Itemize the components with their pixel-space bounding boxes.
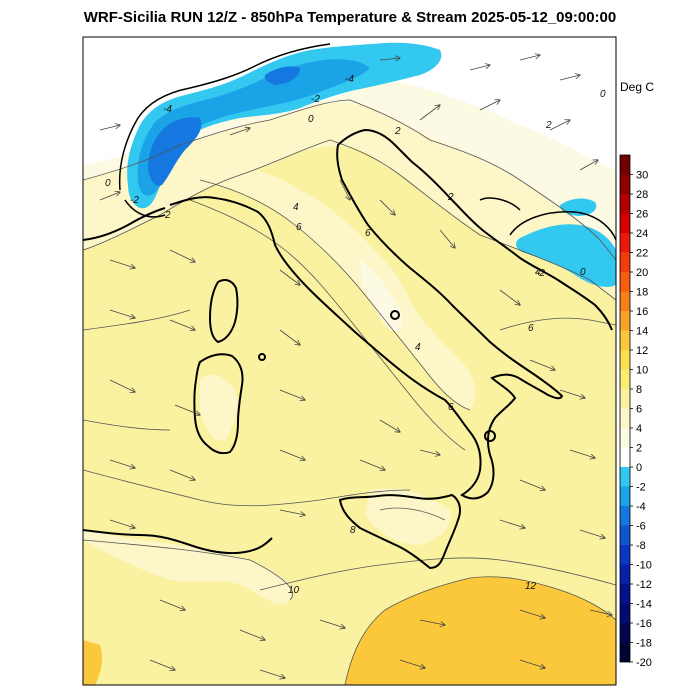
colorbar-label: -8 xyxy=(636,540,646,552)
colorbar-label: 8 xyxy=(636,384,642,396)
contour-label: 4 xyxy=(535,267,541,278)
colorbar-label: -16 xyxy=(636,618,652,630)
coastline-corsica xyxy=(208,279,239,344)
map-title: WRF-Sicilia RUN 12/Z - 850hPa Temperatur… xyxy=(83,9,617,26)
contour-label: -4 xyxy=(345,74,354,85)
warm-zone-south xyxy=(345,576,616,685)
colorbar-label: -6 xyxy=(636,521,646,533)
colorbar-swatch xyxy=(620,506,630,526)
coastline-sardinia xyxy=(193,353,244,455)
contour-label: 6 xyxy=(528,323,534,334)
colorbar-swatch xyxy=(620,330,630,350)
colorbar-label: -12 xyxy=(636,579,652,591)
contour-label: 2 xyxy=(545,120,552,131)
colorbar-swatch xyxy=(620,623,630,643)
colorbar-swatch xyxy=(620,486,630,506)
coastline-sicily xyxy=(338,493,461,570)
colorbar-swatch xyxy=(620,603,630,623)
contour-label: 6 xyxy=(365,228,371,239)
colorbar-swatch xyxy=(620,233,630,253)
contour-label: 10 xyxy=(288,585,300,596)
colorbar-swatch xyxy=(620,564,630,584)
contour-label: 8 xyxy=(350,525,356,536)
contour-label: 0 xyxy=(105,178,111,189)
units-label: Deg C xyxy=(620,80,655,94)
colorbar-swatch xyxy=(620,525,630,545)
colorbar-label: 22 xyxy=(636,248,648,260)
colorbar-swatch xyxy=(620,545,630,565)
colorbar: 302826242220181614121086420-2-4-6-8-10-1… xyxy=(619,154,652,669)
colorbar-swatch xyxy=(620,369,630,389)
colorbar-swatch xyxy=(620,272,630,292)
colorbar-swatch xyxy=(620,350,630,370)
colorbar-label: -2 xyxy=(636,482,646,494)
colorbar-swatch xyxy=(620,194,630,214)
cold-zone-alps xyxy=(127,42,442,209)
contour-label: 4 xyxy=(415,342,421,353)
coastline-italy xyxy=(169,128,564,500)
colorbar-swatch xyxy=(620,428,630,448)
colorbar-label: 20 xyxy=(636,267,648,279)
colorbar-label: -4 xyxy=(636,501,646,513)
contour-label: 0 xyxy=(308,114,314,125)
colorbar-label: -18 xyxy=(636,638,652,650)
colorbar-label: 24 xyxy=(636,228,648,240)
colorbar-label: -20 xyxy=(636,657,652,669)
map-frame xyxy=(82,36,617,686)
contour-label: -4 xyxy=(163,104,172,115)
colorbar-label: 4 xyxy=(636,423,642,435)
colorbar-label: 12 xyxy=(636,345,648,357)
contour-label: -2 xyxy=(536,268,545,279)
colorbar-label: 28 xyxy=(636,189,648,201)
colorbar-swatch xyxy=(620,252,630,272)
colorbar-label: -14 xyxy=(636,599,652,611)
colorbar-label: 0 xyxy=(636,462,642,474)
colorbar-swatch xyxy=(620,311,630,331)
colorbar-label: 30 xyxy=(636,170,648,182)
colorbar-label: 6 xyxy=(636,404,642,416)
contour-label: 2 xyxy=(447,192,454,203)
colorbar-swatch xyxy=(620,155,630,175)
contour-label: 0 xyxy=(600,89,606,100)
colorbar-label: 14 xyxy=(636,326,648,338)
colorbar-swatch xyxy=(620,447,630,467)
colorbar-swatch xyxy=(620,642,630,662)
contour-label: 6 xyxy=(296,222,302,233)
contour-label: 0 xyxy=(580,267,586,278)
contour-label: 2 xyxy=(394,126,401,137)
colorbar-label: 26 xyxy=(636,209,648,221)
colorbar-label: 18 xyxy=(636,287,648,299)
colorbar-swatch xyxy=(620,467,630,487)
colorbar-swatch xyxy=(620,408,630,428)
colorbar-swatch xyxy=(620,584,630,604)
colorbar-swatch xyxy=(620,389,630,409)
colorbar-label: -10 xyxy=(636,560,652,572)
contour-label: 4 xyxy=(293,202,299,213)
colorbar-label: 16 xyxy=(636,306,648,318)
colorbar-label: 2 xyxy=(636,443,642,455)
contour-label: -2 xyxy=(311,94,320,105)
contour-label: -2 xyxy=(130,195,139,206)
colorbar-swatch xyxy=(620,174,630,194)
colorbar-label: 10 xyxy=(636,365,648,377)
colorbar-swatch xyxy=(620,291,630,311)
colorbar-swatch xyxy=(620,213,630,233)
contour-label: 12 xyxy=(525,581,537,592)
contour-label: 6 xyxy=(448,402,454,413)
contour-label: 2 xyxy=(164,210,171,221)
